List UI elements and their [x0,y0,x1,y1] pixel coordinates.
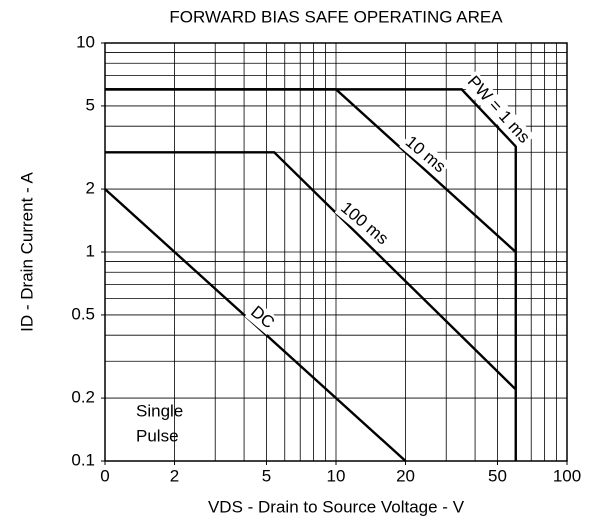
y-tick-label: 0.1 [71,450,95,469]
label-bg [244,301,280,335]
chart-title: FORWARD BIAS SAFE OPERATING AREA [169,7,503,26]
annotation: Pulse [136,426,179,445]
y-axis-label: ID - Drain Current - A [17,172,36,332]
curve [105,151,517,391]
label-bg [399,131,451,179]
y-tick-label: 5 [86,95,95,114]
x-tick-label: 20 [396,466,415,485]
x-tick-label: 0 [100,466,109,485]
x-tick-label: 2 [170,466,179,485]
y-tick-label: 0.2 [71,388,95,407]
label-bg [334,197,394,251]
y-tick-label: 10 [76,32,95,51]
annotation: Single [136,401,183,420]
curve [105,88,517,253]
x-axis-label: VDS - Drain to Source Voltage - V [208,497,465,516]
x-tick-label: 5 [262,466,271,485]
x-tick-label: 50 [488,466,507,485]
y-tick-label: 2 [86,179,95,198]
series-label: DC [247,302,278,332]
x-tick-label: 100 [553,466,581,485]
y-tick-label: 0.5 [71,304,95,323]
label-bg [461,70,535,150]
x-tick-label: 10 [327,466,346,485]
y-tick-label: 1 [86,241,95,260]
series-label: PW = 1 ms [464,72,534,147]
